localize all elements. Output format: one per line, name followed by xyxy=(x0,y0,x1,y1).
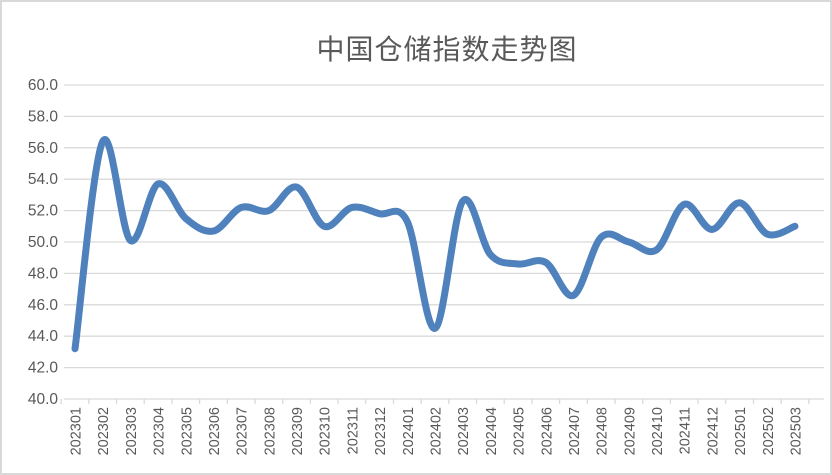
chart-title: 中国仓储指数走势图 xyxy=(316,33,578,66)
x-axis-label: 202408 xyxy=(595,407,611,455)
x-axis-label: 202310 xyxy=(318,407,334,455)
y-axis-label: 54.0 xyxy=(28,171,59,188)
x-axis-label: 202410 xyxy=(650,407,666,455)
x-axis-label: 202303 xyxy=(124,407,140,455)
y-axis-label: 48.0 xyxy=(28,265,59,282)
x-axis-label: 202403 xyxy=(456,407,472,455)
y-axis-label: 50.0 xyxy=(28,234,59,251)
y-axis-label: 44.0 xyxy=(28,328,59,345)
x-axis-label: 202302 xyxy=(96,407,112,455)
y-axis-label: 52.0 xyxy=(28,203,59,220)
x-axis-label: 202305 xyxy=(179,407,195,455)
x-axis-label: 202301 xyxy=(69,407,85,455)
index-trend-line xyxy=(71,136,799,353)
y-axis-label: 46.0 xyxy=(28,297,59,314)
x-axis-label: 202304 xyxy=(152,407,168,455)
x-axis-label: 202402 xyxy=(429,407,445,455)
x-axis-label: 202412 xyxy=(705,407,721,455)
x-axis-label: 202406 xyxy=(539,407,555,455)
y-axis-label: 60.0 xyxy=(28,77,59,94)
x-axis-label: 202409 xyxy=(622,407,638,455)
x-axis-label: 202306 xyxy=(207,407,223,455)
x-axis-label: 202502 xyxy=(761,407,777,455)
x-axis-label: 202407 xyxy=(567,407,583,455)
x-axis-label: 202309 xyxy=(290,407,306,455)
x-axis-label: 202405 xyxy=(512,407,528,455)
x-axis-label: 202404 xyxy=(484,407,500,455)
y-axis-label: 40.0 xyxy=(28,391,59,408)
x-axis-label: 202311 xyxy=(345,407,361,454)
y-axis-label: 42.0 xyxy=(28,360,59,377)
y-axis-label: 56.0 xyxy=(28,140,59,157)
y-axis-label: 58.0 xyxy=(28,108,59,125)
x-axis-label: 202401 xyxy=(401,407,417,455)
x-axis-label: 202307 xyxy=(235,407,251,455)
x-axis-label: 202312 xyxy=(373,407,389,455)
x-axis-label: 202501 xyxy=(733,407,749,455)
x-axis-label: 202308 xyxy=(262,407,278,455)
x-axis-label: 202503 xyxy=(789,407,805,455)
x-axis-label: 202411 xyxy=(678,407,694,454)
